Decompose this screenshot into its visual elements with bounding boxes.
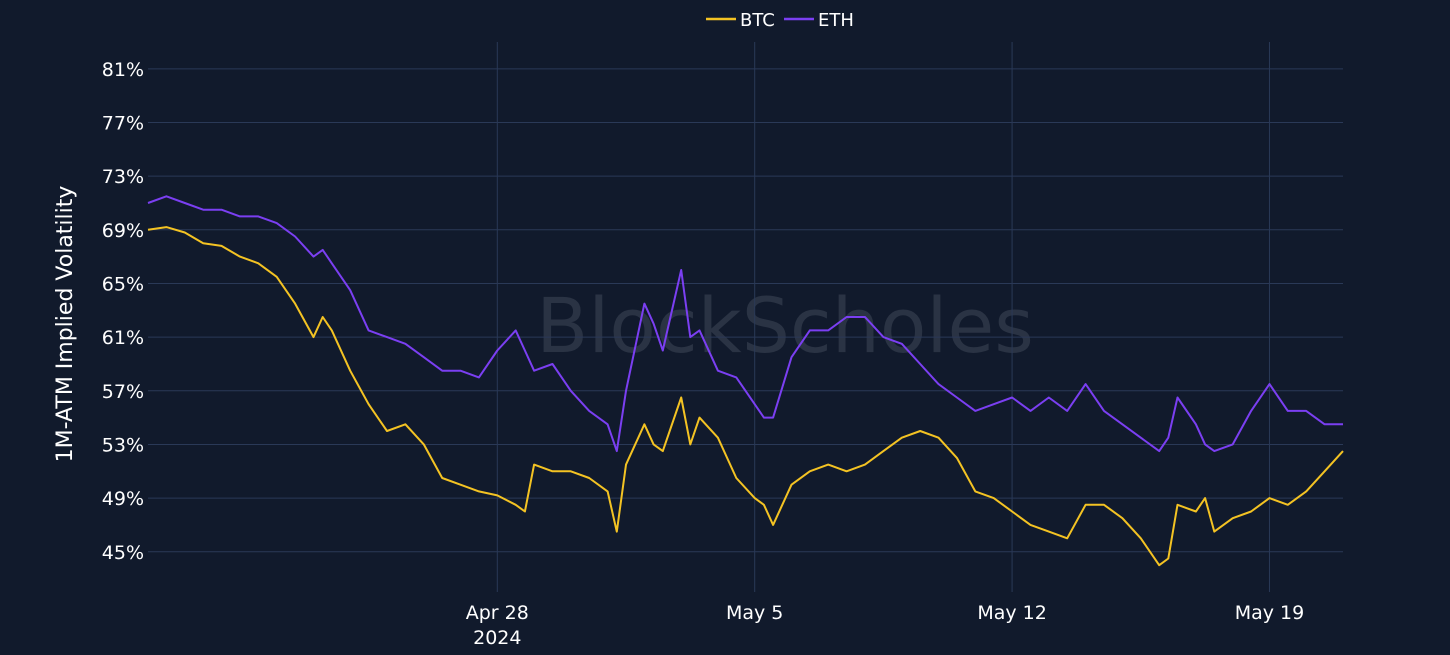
y-tick-label: 57% [102, 381, 144, 403]
x-tick-label: Apr 28 [466, 602, 529, 624]
legend-label: BTC [740, 10, 775, 31]
y-tick-label: 45% [102, 542, 144, 564]
grid-layer [148, 42, 1343, 592]
series-line-btc [147, 226, 1344, 567]
y-tick-label: 49% [102, 488, 144, 510]
legend: BTC ETH [706, 10, 854, 31]
legend-item-btc[interactable]: BTC [706, 10, 775, 31]
series-line-eth [147, 195, 1343, 453]
y-tick-label: 69% [102, 220, 144, 242]
series-layer [147, 195, 1344, 567]
axis-layer: 45% 49% 53% 57% 61% 65% 69% 73% 77% 81% Apr 28 2024… [102, 59, 1304, 649]
watermark: BlockScholes [536, 281, 1034, 370]
y-tick-label: 53% [102, 434, 144, 456]
y-tick-label: 65% [102, 273, 144, 295]
y-axis-label: 1M-ATM Implied Volatility [53, 186, 78, 463]
x-tick-label: May 5 [726, 602, 783, 624]
x-tick-label: May 12 [977, 602, 1047, 624]
y-tick-label: 81% [102, 59, 144, 81]
y-tick-label: 61% [102, 327, 144, 349]
legend-label: ETH [818, 10, 854, 31]
y-tick-label: 77% [102, 112, 144, 134]
legend-item-eth[interactable]: ETH [784, 10, 854, 31]
y-tick-label: 73% [102, 166, 144, 188]
x-year-label: 2024 [473, 627, 521, 649]
x-tick-label: May 19 [1235, 602, 1305, 624]
